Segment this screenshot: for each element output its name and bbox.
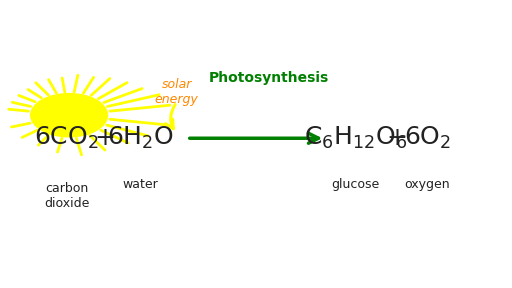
Text: $\mathregular{C_6H_{12}O_6}$: $\mathregular{C_6H_{12}O_6}$ xyxy=(304,125,408,151)
Text: $\mathregular{6CO_2}$: $\mathregular{6CO_2}$ xyxy=(34,125,99,151)
Text: water: water xyxy=(123,178,159,191)
Text: glucose: glucose xyxy=(332,178,380,191)
Text: +: + xyxy=(95,126,115,150)
Text: $\mathregular{6H_2O}$: $\mathregular{6H_2O}$ xyxy=(108,125,174,151)
Text: Photosynthesis: Photosynthesis xyxy=(209,71,329,85)
Text: solar
energy: solar energy xyxy=(155,78,199,106)
Text: oxygen: oxygen xyxy=(404,178,451,191)
Text: carbon
dioxide: carbon dioxide xyxy=(44,182,89,210)
Text: $\mathregular{6O_2}$: $\mathregular{6O_2}$ xyxy=(404,125,451,151)
Circle shape xyxy=(31,94,108,137)
Text: +: + xyxy=(387,126,407,150)
